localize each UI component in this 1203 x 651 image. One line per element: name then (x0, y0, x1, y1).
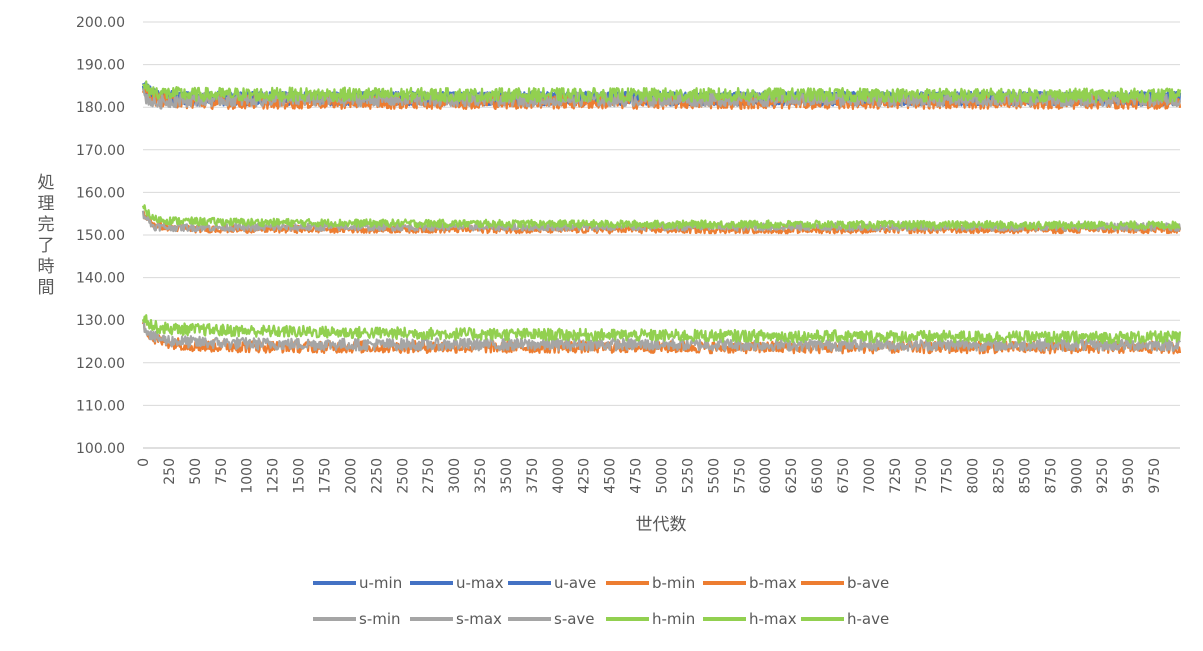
legend-item-u-max: u-max (410, 574, 504, 592)
x-tick-label: 6250 (784, 458, 800, 494)
x-tick-label: 4500 (603, 458, 619, 494)
y-tick-label: 120.00 (76, 356, 125, 372)
series-line-h-max (141, 204, 1181, 230)
legend-item-b-max: b-max (703, 574, 797, 592)
legend: u-min u-max u-ave b-min b-max b-ave s-min s-max… (313, 574, 889, 628)
y-tick-label: 200.00 (76, 15, 125, 31)
x-axis-title: 世代数 (636, 515, 687, 535)
legend-label: u-max (456, 574, 504, 592)
x-tick-label: 3500 (499, 458, 515, 494)
legend-label: u-min (359, 574, 402, 592)
x-tick-label: 6500 (810, 458, 826, 494)
legend-label: b-min (652, 574, 695, 592)
x-tick-label: 7750 (940, 458, 956, 494)
y-tick-label: 190.00 (76, 58, 125, 74)
x-tick-label: 6000 (758, 458, 774, 494)
legend-label: h-ave (847, 610, 889, 628)
x-tick-label: 3750 (525, 458, 541, 494)
series-line-h-min (142, 80, 1182, 104)
x-tick-label: 5750 (732, 458, 748, 494)
x-tick-label: 250 (162, 458, 178, 485)
x-tick-label: 5000 (655, 458, 671, 494)
x-tick-label: 9750 (1147, 458, 1163, 494)
legend-label: u-ave (554, 574, 596, 592)
x-tick-label: 9500 (1121, 458, 1137, 494)
x-tick-label: 4000 (551, 458, 567, 494)
legend-label: s-min (359, 610, 401, 628)
series-line-h-ave (141, 314, 1182, 345)
x-tick-label: 8250 (992, 458, 1008, 494)
y-tick-label: 140.00 (76, 271, 125, 287)
x-tick-label: 4750 (629, 458, 645, 494)
x-tick-label: 7000 (862, 458, 878, 494)
legend-item-s-min: s-min (313, 610, 401, 628)
x-tick-label: 8000 (966, 458, 982, 494)
x-tick-label: 3000 (447, 458, 463, 494)
legend-item-s-ave: s-ave (508, 610, 595, 628)
x-tick-label: 6750 (836, 458, 852, 494)
x-axis-ticks: 0 250 500 750 1000 1250 1500 1750 2000 2250 2500 27… (136, 458, 1163, 494)
x-tick-label: 8750 (1043, 458, 1059, 494)
legend-label: h-max (749, 610, 797, 628)
legend-item-s-max: s-max (410, 610, 502, 628)
legend-label: b-max (749, 574, 797, 592)
x-tick-label: 500 (188, 458, 204, 485)
legend-label: b-ave (847, 574, 889, 592)
y-tick-label: 170.00 (76, 143, 125, 159)
y-tick-label: 130.00 (76, 313, 125, 329)
y-tick-label: 180.00 (76, 100, 125, 116)
y-tick-label: 160.00 (76, 185, 125, 201)
y-tick-label: 150.00 (76, 228, 125, 244)
x-tick-label: 5500 (706, 458, 722, 494)
x-tick-label: 5250 (680, 458, 696, 494)
x-tick-label: 2000 (343, 458, 359, 494)
x-tick-label: 9250 (1095, 458, 1111, 494)
series-line-s-ave (141, 319, 1181, 352)
x-tick-label: 2250 (369, 458, 385, 494)
legend-item-u-ave: u-ave (508, 574, 596, 592)
legend-label: s-ave (554, 610, 595, 628)
gridlines (143, 21, 1180, 406)
y-tick-label: 110.00 (76, 398, 125, 414)
x-tick-label: 750 (214, 458, 230, 485)
x-tick-label: 1250 (266, 458, 282, 494)
x-tick-label: 8500 (1017, 458, 1033, 494)
legend-item-h-ave: h-ave (801, 610, 889, 628)
y-tick-label: 100.00 (76, 441, 125, 457)
legend-item-h-min: h-min (606, 610, 695, 628)
legend-label: s-max (456, 610, 502, 628)
legend-item-b-min: b-min (606, 574, 695, 592)
y-axis-title: 処理完了時間 (38, 173, 55, 298)
legend-item-h-max: h-max (703, 610, 797, 628)
x-tick-label: 7500 (914, 458, 930, 494)
y-axis-ticks: 100.00 110.00 120.00 130.00 140.00 150.00 160.… (76, 15, 125, 457)
x-tick-label: 1500 (292, 458, 308, 494)
x-tick-label: 9000 (1069, 458, 1085, 494)
legend-label: h-min (652, 610, 695, 628)
x-tick-label: 2500 (395, 458, 411, 494)
legend-item-u-min: u-min (313, 574, 402, 592)
legend-item-b-ave: b-ave (801, 574, 889, 592)
x-tick-label: 3250 (473, 458, 489, 494)
x-tick-label: 1750 (317, 458, 333, 494)
x-tick-label: 4250 (577, 458, 593, 494)
x-tick-label: 0 (136, 458, 152, 467)
x-tick-label: 7250 (888, 458, 904, 494)
x-tick-label: 1000 (240, 458, 256, 494)
plot-area (141, 80, 1182, 355)
x-tick-label: 2750 (421, 458, 437, 494)
